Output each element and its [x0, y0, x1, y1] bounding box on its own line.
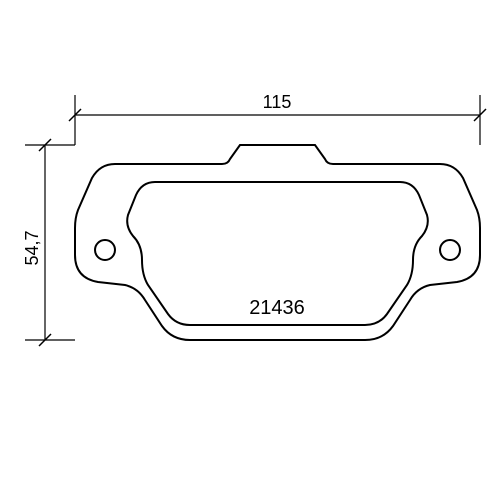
- dim-width-label: 115: [263, 92, 292, 112]
- dim-height-label: 54,7: [22, 230, 42, 265]
- mounting-hole-left: [95, 240, 115, 260]
- drawing-svg: 115 54,7 21436: [0, 0, 500, 500]
- technical-drawing: 115 54,7 21436: [0, 0, 500, 500]
- mounting-hole-right: [440, 240, 460, 260]
- part-number-label: 21436: [249, 297, 305, 319]
